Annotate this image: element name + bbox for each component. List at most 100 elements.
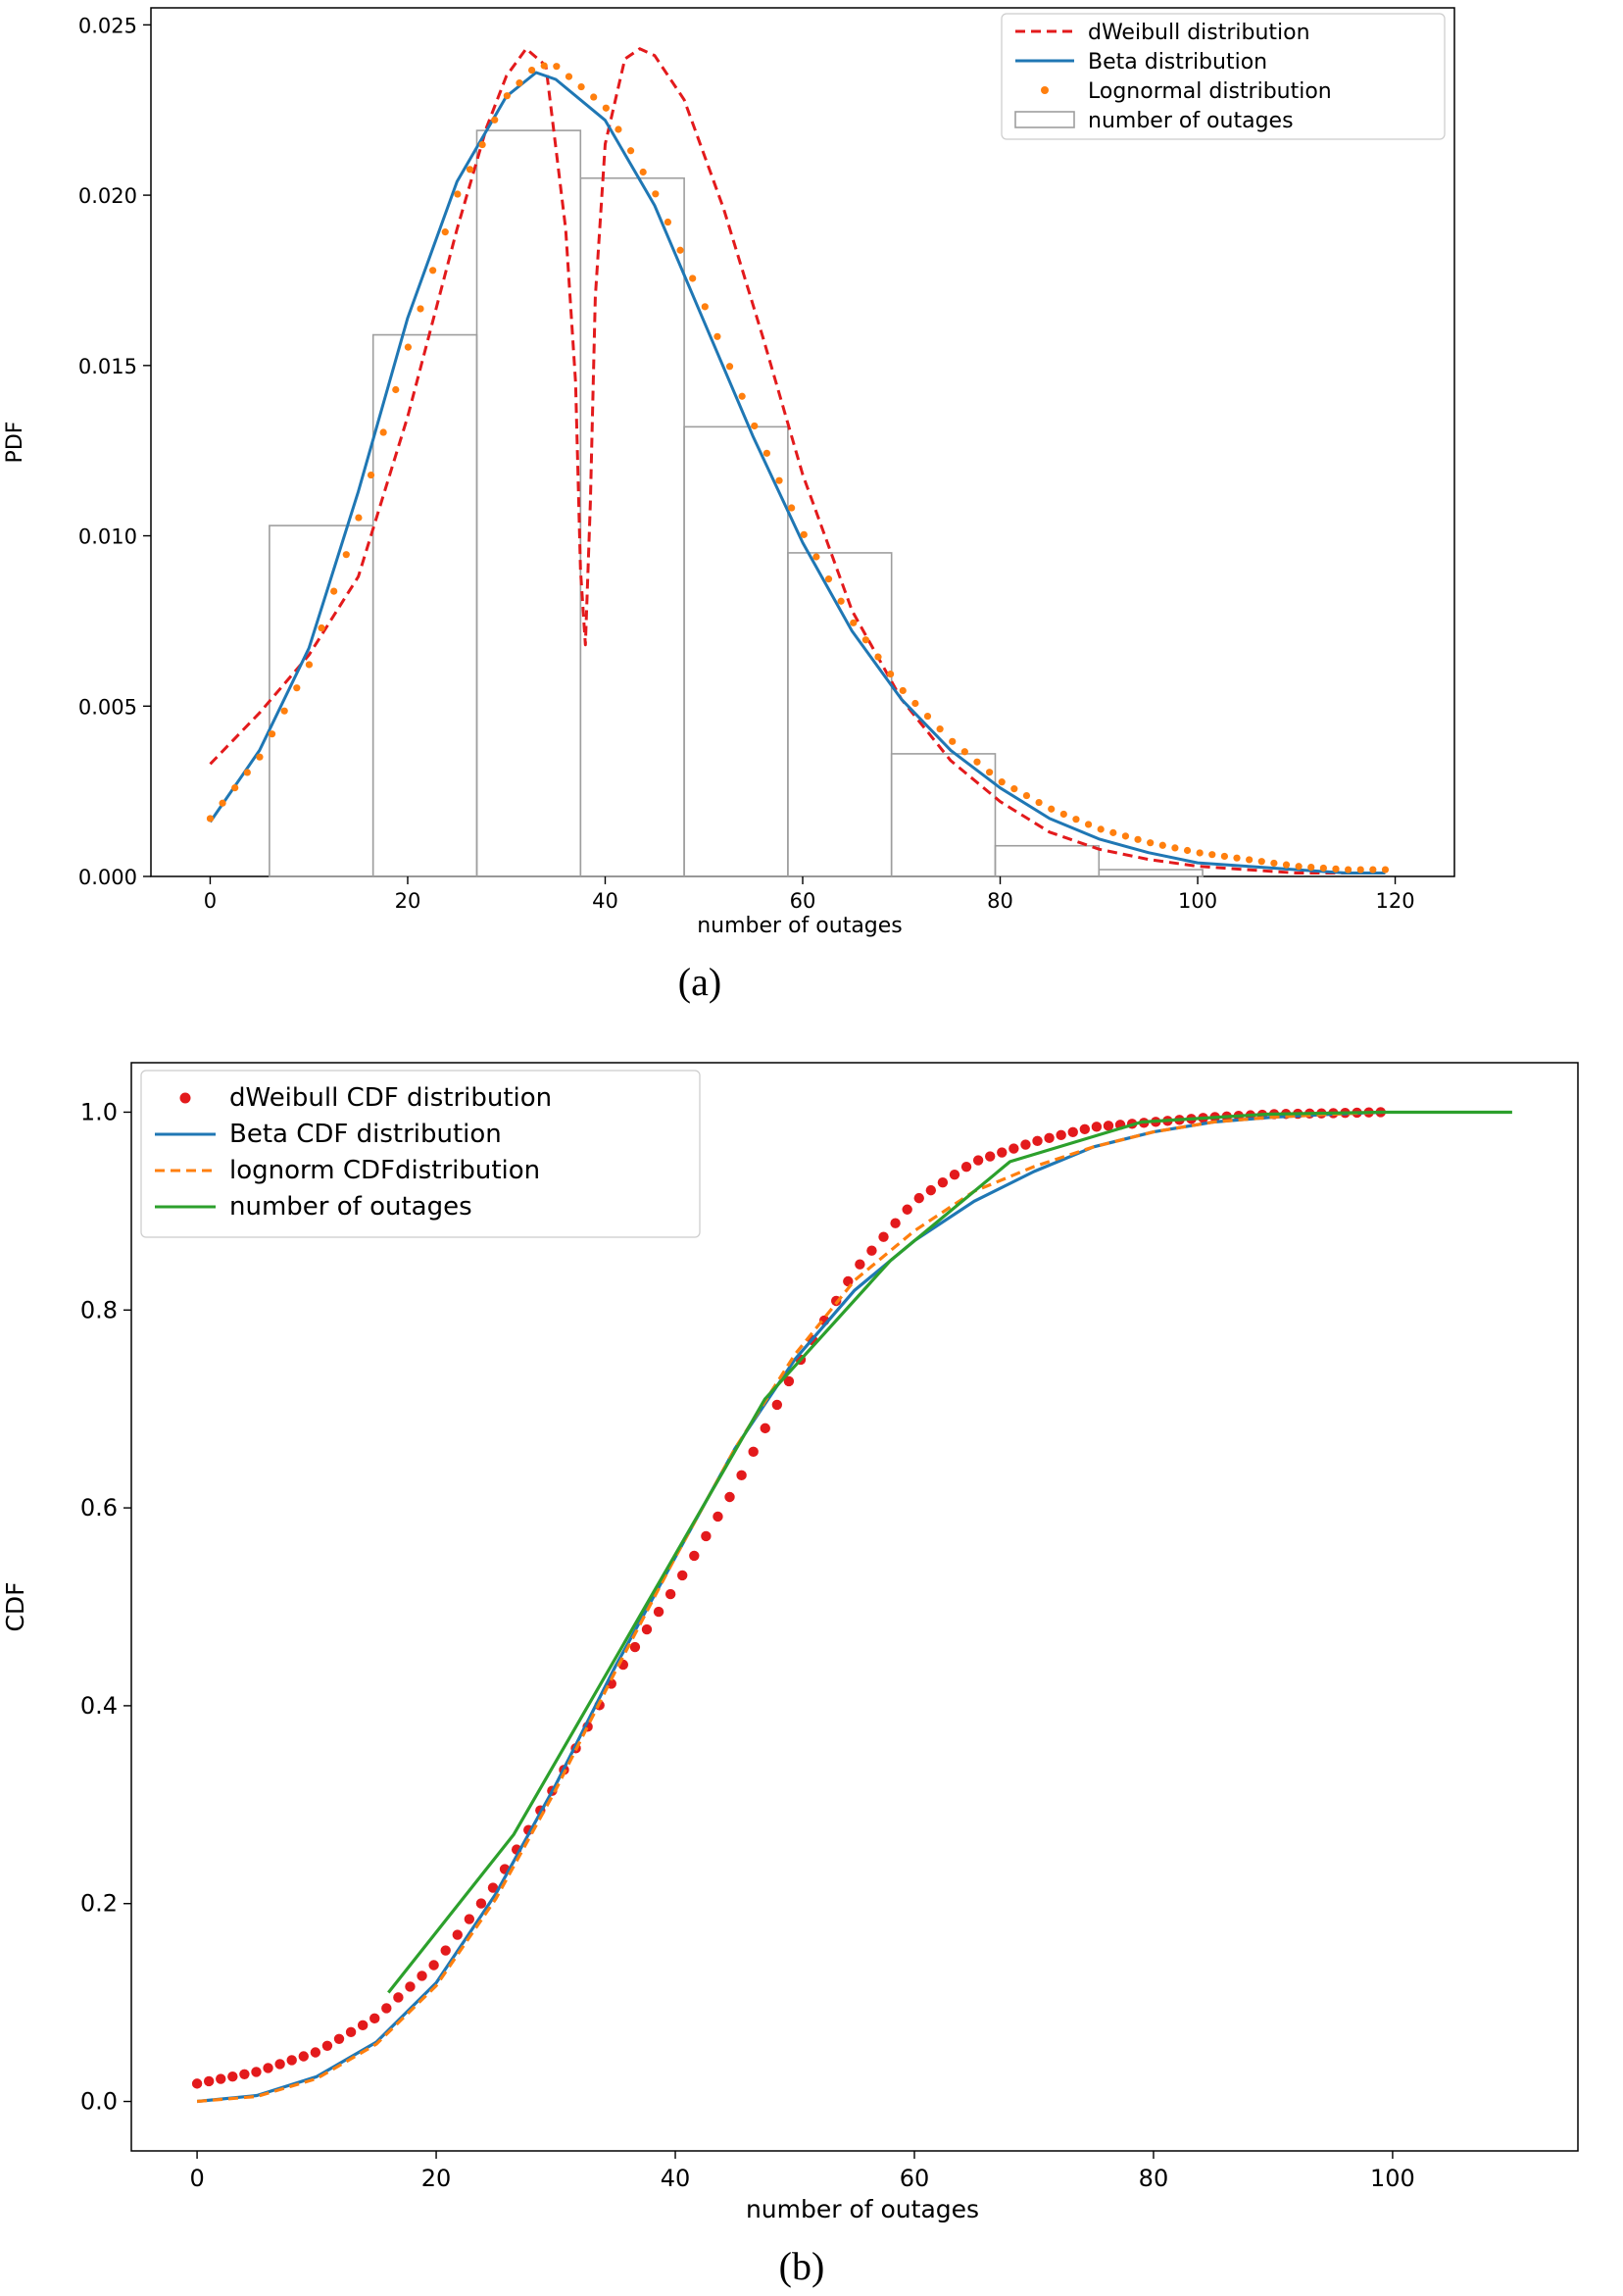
x-tick-label: 20 <box>395 889 421 913</box>
lognormal-distribution-point <box>911 699 919 708</box>
dweibull-cdf-distribution-point <box>417 1971 427 1981</box>
lognormal-distribution-point <box>1270 859 1278 868</box>
lognormal-distribution-series <box>206 62 1390 873</box>
lognormal-distribution-point <box>602 104 610 112</box>
lognormal-distribution-point <box>949 737 957 745</box>
lognormal-distribution-point <box>713 332 721 340</box>
y-tick-label: 0.8 <box>80 1296 118 1323</box>
lognormal-distribution-point <box>936 725 944 733</box>
y-tick-label: 1.0 <box>80 1098 118 1125</box>
lognormal-distribution-point <box>1295 863 1303 871</box>
x-tick-label: 20 <box>421 2165 452 2192</box>
dweibull-cdf-distribution-point <box>381 2003 392 2014</box>
dweibull-cdf-distribution-point <box>1103 1121 1114 1131</box>
dweibull-cdf-distribution-point <box>949 1169 960 1180</box>
dweibull-cdf-distribution-point <box>357 2020 369 2031</box>
dweibull-cdf-distribution-point <box>251 2067 262 2077</box>
legend-item-number-of-outages: number of outages <box>155 1192 472 1222</box>
lognormal-distribution-point <box>1059 810 1067 819</box>
lognormal-distribution-point <box>923 712 932 721</box>
dweibull-cdf-distribution-point <box>736 1470 747 1481</box>
dweibull-cdf-distribution-point <box>855 1259 865 1270</box>
dweibull-cdf-distribution-point <box>664 1588 676 1600</box>
legend-label: number of outages <box>1088 109 1294 133</box>
lognormal-distribution-point <box>1022 791 1031 800</box>
dweibull-cdf-distribution-point <box>487 1882 499 1893</box>
lognormal-distribution-point <box>454 190 462 198</box>
lognormal-distribution-point <box>1121 832 1130 840</box>
panel-b-plot-frame <box>130 1062 1579 2152</box>
dweibull-cdf-distribution-point <box>913 1192 924 1204</box>
histogram-bar-4 <box>683 425 789 877</box>
dweibull-cdf-distribution-point <box>321 2040 333 2052</box>
lognormal-distribution-point <box>478 140 486 149</box>
y-tick-label: 0.4 <box>80 1692 118 1720</box>
number-of-outages-series <box>387 1110 1512 1994</box>
lognormal-distribution-point <box>1282 861 1291 869</box>
lognormal-distribution-point <box>429 267 437 275</box>
panel-a-caption: (a) <box>678 960 721 1004</box>
dweibull-cdf-distribution-point <box>191 2078 203 2089</box>
lognormal-distribution-point <box>231 783 239 792</box>
dweibull-cdf-distribution-point <box>286 2055 297 2066</box>
legend-item-beta-cdf-distribution: Beta CDF distribution <box>155 1120 502 1149</box>
dweibull-cdf-distribution-point <box>760 1423 770 1434</box>
lognormal-distribution-point <box>812 553 820 561</box>
lognormal-distribution-point <box>850 619 858 626</box>
legend-item-dweibull-distribution: dWeibull distribution <box>1015 21 1310 45</box>
lognormal-distribution-point <box>1345 866 1352 873</box>
lognormal-distribution-point <box>1246 856 1254 864</box>
dweibull-cdf-distribution-point <box>937 1176 949 1188</box>
lognormal-distribution-point <box>1035 798 1043 807</box>
lognormal-distribution-point <box>206 815 215 823</box>
lognormal-distribution-point <box>516 79 523 87</box>
dweibull-cdf-distribution-point <box>713 1511 723 1522</box>
lognormal-distribution-point <box>1109 828 1117 836</box>
lognormal-distribution-point <box>664 218 672 226</box>
lognormal-distribution-point <box>1356 866 1364 873</box>
legend-histogram-swatch <box>1014 111 1075 128</box>
lognormal-distribution-point <box>540 62 548 70</box>
panel-b-y-axis-label: CDF <box>1 1581 29 1631</box>
lognormal-distribution-point <box>837 597 845 605</box>
lognormal-distribution-point <box>689 275 697 282</box>
lognormal-distribution-point <box>762 449 771 457</box>
dweibull-cdf-distribution-point <box>1091 1122 1103 1132</box>
lognormal-distribution-point <box>392 385 400 394</box>
lognormal-distribution-point <box>1208 851 1216 859</box>
lognormal-distribution-point <box>417 305 424 313</box>
legend-item-dweibull-cdf-distribution: dWeibull CDF distribution <box>179 1083 552 1113</box>
lognormal-distribution-point <box>1171 844 1179 852</box>
lognormal-distribution-point <box>1084 821 1093 828</box>
lognormal-distribution-point <box>1233 854 1241 862</box>
dweibull-cdf-distribution-point <box>393 1992 404 2003</box>
lognormal-distribution-point <box>861 636 869 644</box>
panel-b-x-ticks: 0 20 40 60 80 100 <box>189 2151 1415 2192</box>
lognormal-distribution-point <box>367 471 375 479</box>
dweibull-cdf-distribution-point <box>1067 1126 1078 1138</box>
legend-label: Beta CDF distribution <box>229 1120 502 1149</box>
legend-label: dWeibull CDF distribution <box>229 1083 552 1113</box>
lognormal-distribution-point <box>1369 866 1377 873</box>
panel-b-cdf-chart: 0 20 40 60 80 100 0.0 0.2 0.4 0.6 0.8 1.0 number o… <box>1 1062 1579 2288</box>
lognormal-distribution-point <box>652 190 660 198</box>
dweibull-cdf-distribution-point <box>1020 1139 1031 1150</box>
dweibull-distribution-series <box>209 47 1386 874</box>
legend-item-lognormal-distribution: Lognormal distribution <box>1041 79 1332 104</box>
lognormal-distribution-point <box>268 730 276 738</box>
dweibull-cdf-distribution-point <box>1056 1129 1066 1141</box>
lognormal-distribution-point <box>577 82 585 91</box>
lognormal-distribution-point <box>219 799 226 807</box>
legend-box <box>140 1070 701 1238</box>
lognormal-distribution-point <box>1158 841 1166 849</box>
x-tick-label: 80 <box>987 889 1013 913</box>
lognormal-distribution-point <box>565 73 573 80</box>
dweibull-cdf-distribution-point <box>689 1550 700 1562</box>
panel-a-pdf-chart: 0 20 40 60 80 100 120 0.000 0.005 0.010 0.015 0.02… <box>3 7 1455 1004</box>
dweibull-cdf-distribution-point <box>1044 1132 1055 1144</box>
dweibull-cdf-distribution-point <box>902 1204 912 1215</box>
lognormal-distribution-point <box>1072 816 1080 824</box>
y-tick-label: 0.0 <box>80 2088 118 2116</box>
lognormal-distribution-point <box>243 769 251 776</box>
y-tick-label: 0.000 <box>78 866 137 889</box>
